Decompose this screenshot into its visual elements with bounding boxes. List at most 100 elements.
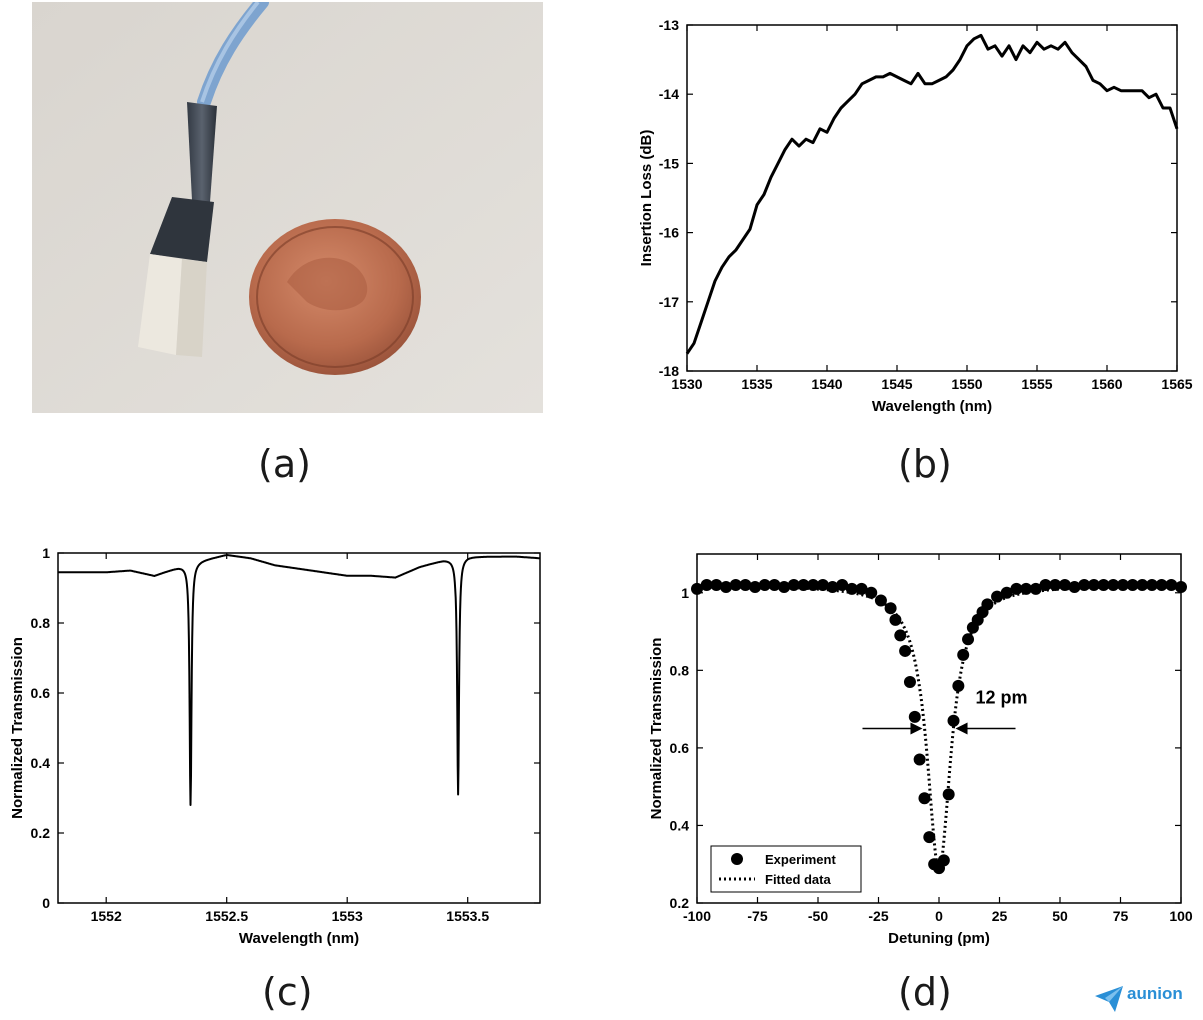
experiment-point — [1097, 579, 1110, 592]
chart-c-frame — [57, 552, 541, 904]
experiment-point — [749, 580, 762, 593]
chart-d-xlabel: Detuning (pm) — [888, 930, 990, 947]
x-tick-label: 1550 — [951, 376, 982, 392]
experiment-point — [908, 710, 921, 723]
x-tick-label: 1535 — [741, 376, 772, 392]
experiment-point — [720, 580, 733, 593]
y-tick-label: -17 — [659, 294, 679, 310]
experiment-point — [797, 579, 810, 592]
panel-label-a: (a) — [258, 442, 311, 486]
experiment-point — [710, 579, 723, 592]
penny-relief — [287, 257, 368, 311]
x-tick-label: 50 — [1052, 908, 1068, 924]
experiment-point — [1078, 579, 1091, 592]
experiment-point — [889, 613, 902, 626]
experiment-point — [937, 854, 950, 867]
legend-experiment-marker — [731, 853, 743, 865]
fwhm-annotation: 12 pm — [976, 687, 1028, 707]
experiment-point — [899, 644, 912, 657]
x-tick-label: 75 — [1113, 908, 1129, 924]
photo-fiber-sensor-and-coin — [32, 2, 543, 413]
y-tick-label: -16 — [659, 225, 679, 241]
experiment-point — [991, 590, 1004, 603]
left-arrowhead — [910, 722, 923, 735]
y-tick-label: 1 — [681, 585, 689, 601]
chart-d-ylabel: Normalized Transmission — [648, 638, 665, 820]
experiment-point — [1039, 579, 1052, 592]
y-tick-label: -14 — [659, 86, 679, 102]
y-tick-label: 0.4 — [670, 817, 690, 833]
experiment-point — [957, 648, 970, 661]
chart-c-ticks: 1552 1552.5 1553 1553.5 0 0.2 0.4 0.6 0.8 1 — [31, 545, 540, 924]
experiment-point — [816, 579, 829, 592]
experiment-point — [1049, 579, 1062, 592]
connector-sleeve — [150, 197, 214, 262]
legend-box — [710, 845, 862, 893]
experiment-point — [884, 602, 897, 615]
x-tick-label: 1540 — [811, 376, 842, 392]
experiment-point — [865, 586, 878, 599]
experiment-point — [966, 621, 979, 634]
penny-rim — [256, 226, 414, 368]
experiment-point — [855, 582, 868, 595]
photo-illustration — [32, 2, 543, 413]
x-tick-label: 1555 — [1021, 376, 1052, 392]
experiment-point — [739, 579, 752, 592]
chart-b-series-line — [685, 33, 1179, 355]
experiment-point — [913, 753, 926, 766]
y-tick-label: 0 — [42, 895, 50, 911]
experiment-point — [768, 579, 781, 592]
x-tick-label: -50 — [808, 908, 828, 924]
chart-d-fit-line — [696, 584, 1182, 873]
experiment-point — [1136, 579, 1149, 592]
x-tick-label: -25 — [868, 908, 888, 924]
legend-experiment-label: Experiment — [765, 852, 836, 867]
x-tick-label: 1545 — [881, 376, 912, 392]
experiment-point — [971, 613, 984, 626]
experiment-point — [962, 633, 975, 646]
experiment-point — [1058, 579, 1071, 592]
experiment-point — [947, 714, 960, 727]
x-tick-label: 0 — [935, 908, 943, 924]
experiment-point — [928, 858, 941, 871]
panel-label-b: (b) — [898, 442, 952, 486]
experiment-point — [1020, 582, 1033, 595]
x-tick-label: 1553 — [332, 908, 363, 924]
x-tick-label: 1552.5 — [205, 908, 248, 924]
x-tick-label: 1565 — [1161, 376, 1192, 392]
chart-b-axes — [686, 24, 1178, 372]
experiment-point — [976, 606, 989, 619]
aunion-logo-text: aunion — [1127, 984, 1183, 1003]
experiment-point — [1000, 586, 1013, 599]
experiment-point — [729, 579, 742, 592]
experiment-point — [1155, 579, 1168, 592]
y-tick-label: -18 — [659, 363, 679, 379]
experiment-point — [874, 594, 887, 607]
experiment-point — [903, 675, 916, 688]
y-tick-label: -15 — [659, 155, 679, 171]
chart-b-frame — [686, 24, 1178, 372]
x-tick-label: 1560 — [1091, 376, 1122, 392]
legend-fit-label: Fitted data — [765, 872, 831, 887]
experiment-point — [1126, 579, 1139, 592]
chart-b-xlabel: Wavelength (nm) — [872, 398, 992, 415]
y-tick-label: 0.6 — [670, 740, 690, 756]
chart-d-ticks: -100 -75 -50 -25 0 25 50 75 100 0.2 0.4 0.6 0.8 1 — [670, 554, 1193, 924]
chart-d-frame — [696, 553, 1182, 904]
experiment-point — [1029, 582, 1042, 595]
x-tick-label: -75 — [747, 908, 767, 924]
experiment-point — [1010, 582, 1023, 595]
experiment-point — [933, 862, 945, 875]
experiment-point — [942, 788, 955, 801]
y-tick-label: 0.8 — [670, 662, 690, 678]
y-tick-label: 0.2 — [670, 895, 690, 911]
experiment-point — [923, 831, 936, 844]
y-tick-label: 0.2 — [31, 825, 51, 841]
experiment-point — [691, 582, 703, 595]
right-arrowhead — [955, 722, 968, 735]
y-tick-label: 0.8 — [31, 615, 51, 631]
experiment-point — [787, 579, 800, 592]
x-tick-label: 25 — [992, 908, 1008, 924]
experiment-point — [836, 579, 849, 592]
chart-b-ylabel: Insertion Loss (dB) — [638, 130, 655, 267]
